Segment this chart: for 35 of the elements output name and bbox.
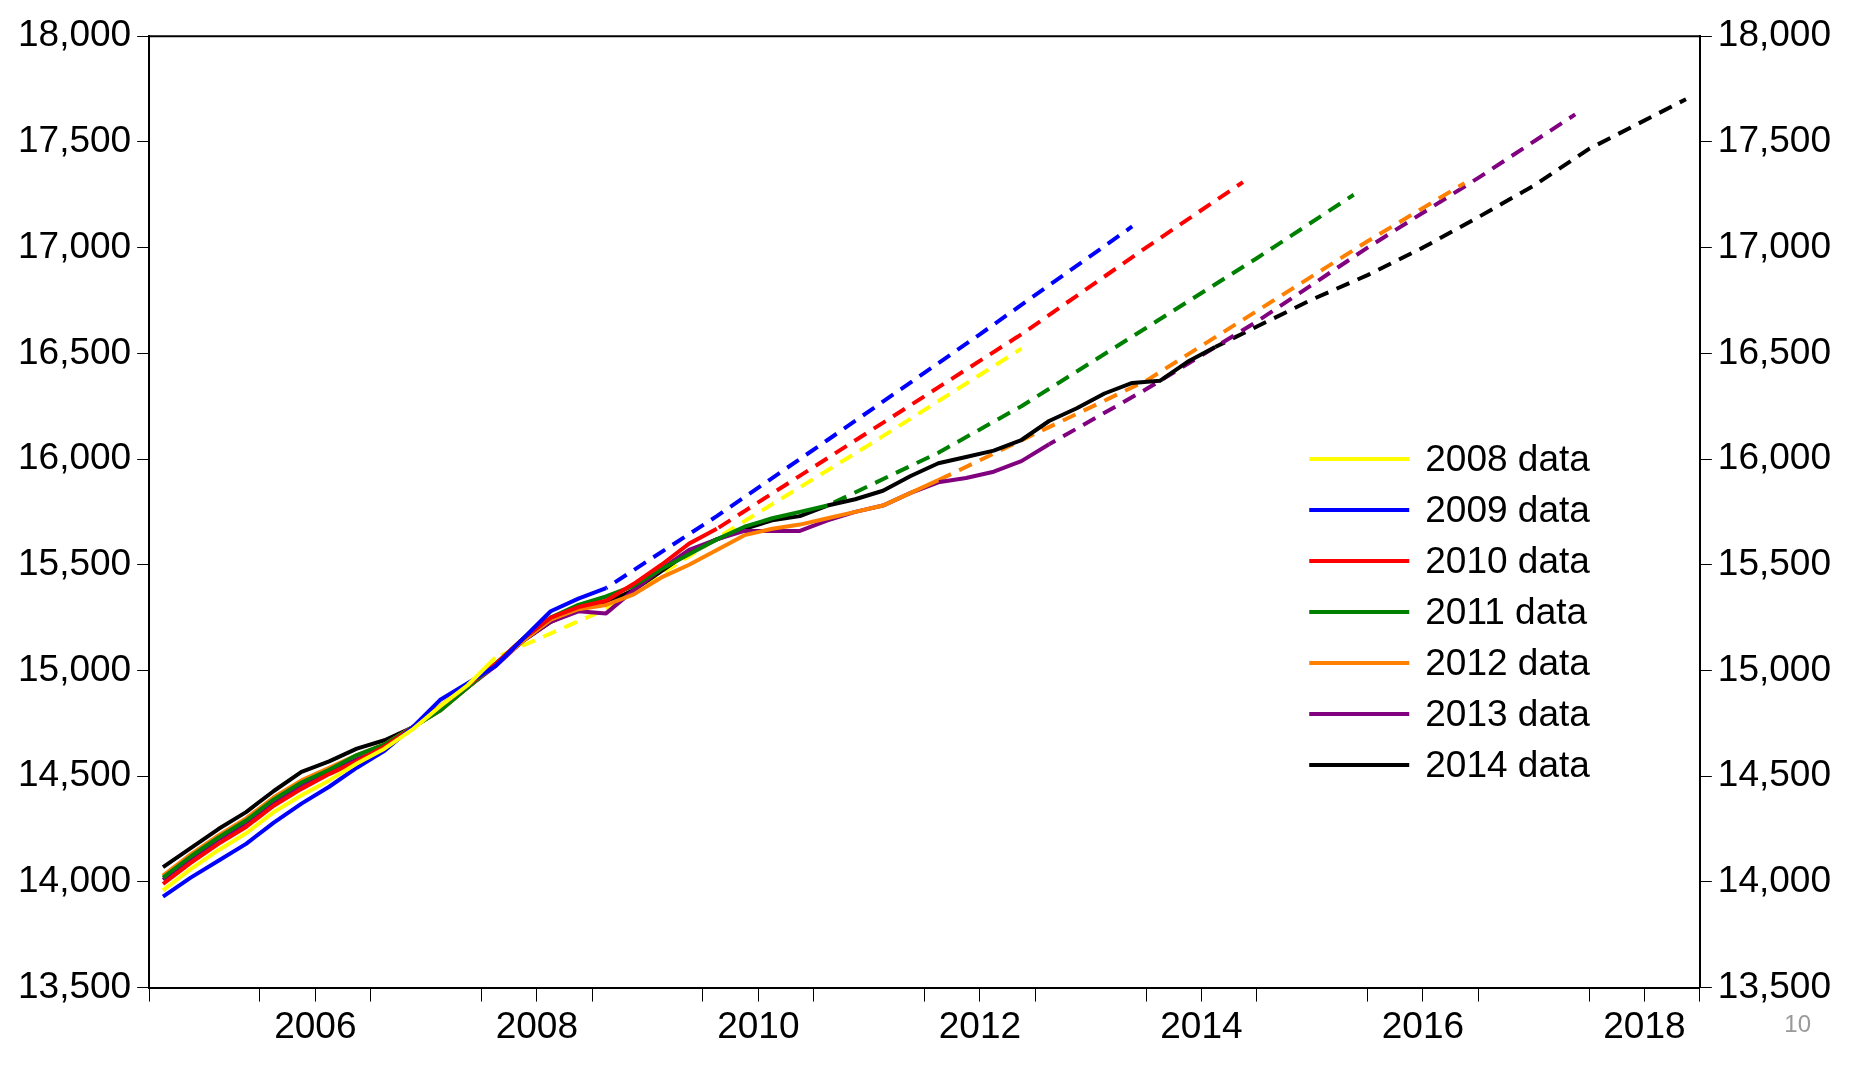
y-tick-label: 17,000 (18, 224, 132, 266)
y2-tick-label: 17,000 (1717, 224, 1831, 266)
legend-label: 2014 data (1425, 744, 1591, 786)
x-tick-label: 2008 (495, 1005, 578, 1046)
y-tick-label: 13,500 (18, 964, 132, 1006)
y2-tick-label: 14,000 (1717, 859, 1831, 901)
y2-tick-label: 16,500 (1717, 330, 1831, 372)
x-tick-label: 2018 (1603, 1005, 1686, 1046)
legend-label: 2009 data (1425, 489, 1591, 531)
y-tick-label: 15,500 (18, 541, 132, 583)
legend-label: 2010 data (1425, 540, 1591, 582)
x-tick-label: 2016 (1381, 1005, 1465, 1046)
legend-label: 2011 data (1425, 591, 1588, 633)
y-tick-label: 14,000 (18, 859, 132, 901)
x-tick-label: 2014 (1160, 1005, 1243, 1046)
y2-tick-label: 16,000 (1717, 436, 1831, 478)
y2-tick-label: 14,500 (1717, 753, 1831, 795)
text: 10 (1784, 1010, 1811, 1038)
y2-tick-label: 15,000 (1717, 647, 1831, 689)
x-tick-label: 2010 (717, 1005, 800, 1046)
y-tick-label: 16,000 (18, 436, 132, 478)
y-tick-label: 14,500 (18, 753, 132, 795)
y-tick-label: 18,000 (18, 13, 132, 55)
x-tick-label: 2006 (274, 1005, 357, 1046)
y2-tick-label: 17,500 (1717, 119, 1831, 161)
y2-tick-label: 15,500 (1717, 541, 1831, 583)
x-tick-label: 2012 (938, 1005, 1022, 1046)
legend-label: 2012 data (1425, 642, 1591, 684)
y-tick-label: 16,500 (18, 330, 132, 372)
y2-tick-label: 13,500 (1717, 964, 1831, 1006)
y-tick-label: 17,500 (18, 119, 132, 161)
legend-label: 2008 data (1425, 438, 1591, 480)
legend-label: 2013 data (1425, 693, 1591, 735)
y2-tick-label: 18,000 (1717, 13, 1831, 55)
y-tick-label: 15,000 (18, 647, 132, 689)
